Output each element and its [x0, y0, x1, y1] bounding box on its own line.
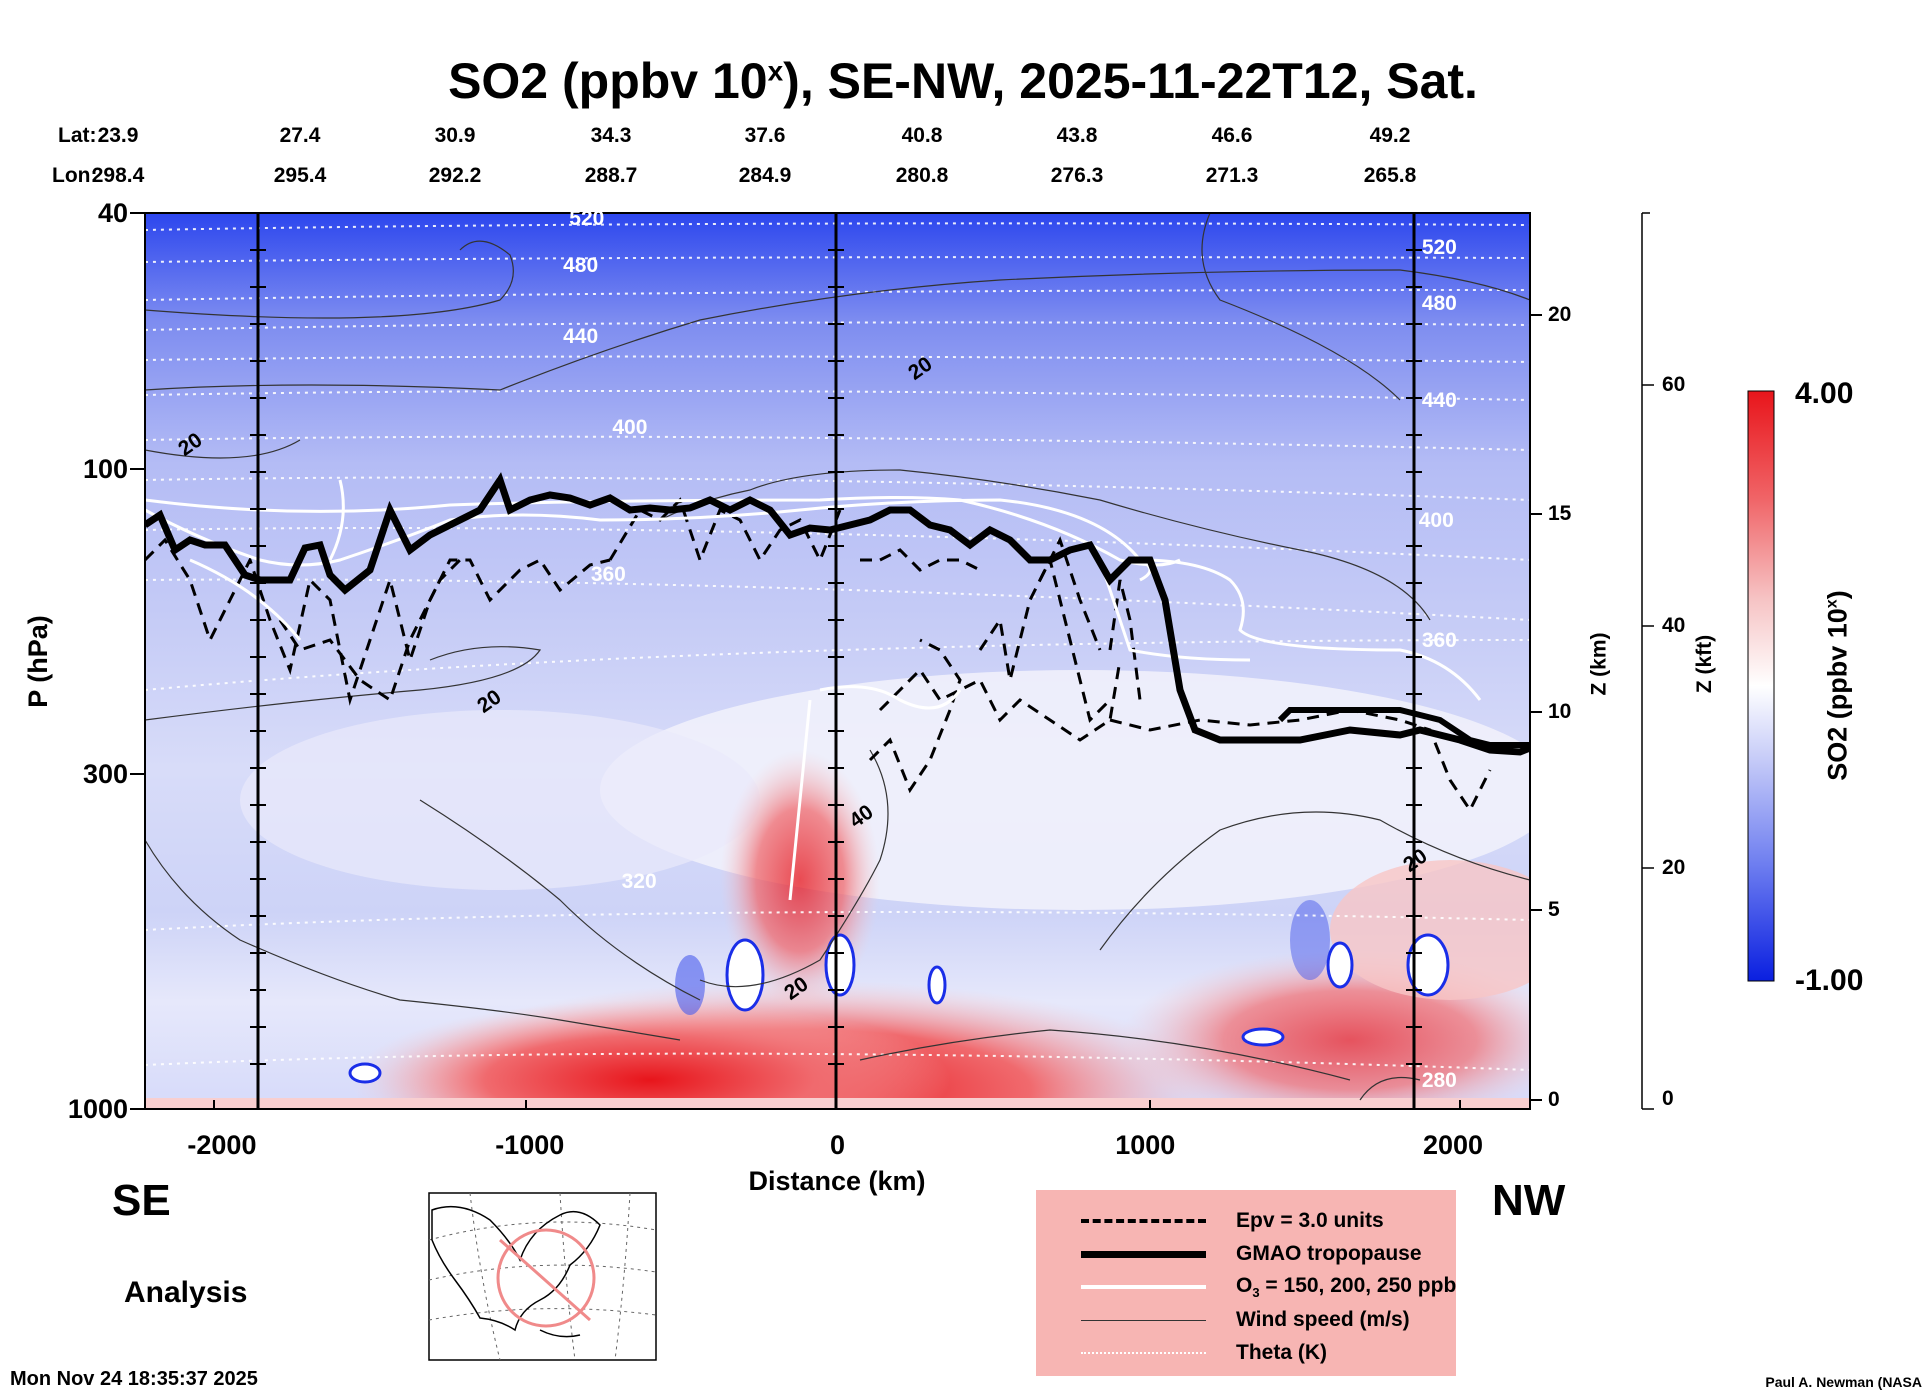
legend-epv-swatch — [1081, 1219, 1206, 1223]
lon-value: 271.3 — [1205, 164, 1259, 187]
lat-value: 27.4 — [279, 124, 321, 147]
theta-label: 440 — [563, 324, 599, 348]
x-tick-label: -2000 — [187, 1130, 257, 1160]
x-tick-label: 0 — [829, 1130, 846, 1160]
legend-theta: Theta (K) — [1081, 1338, 1327, 1368]
theta-label: 520 — [1421, 235, 1457, 259]
z-km-tick: 10 — [1548, 700, 1572, 723]
chart-title: SO2 (ppbv 10x), SE-NW, 2025-11-22T12, Sa… — [448, 53, 1478, 109]
theta-label: 440 — [1421, 388, 1457, 412]
z-kft-tick: 40 — [1662, 614, 1686, 637]
lon-value: 276.3 — [1050, 164, 1104, 187]
lon-value: 295.4 — [273, 164, 327, 187]
z-km-tick: 20 — [1548, 303, 1572, 326]
lat-value: 46.6 — [1211, 124, 1253, 147]
z-km-tick: 15 — [1548, 502, 1572, 525]
z-kft-tick: 0 — [1662, 1087, 1674, 1110]
lat-value: 49.2 — [1369, 124, 1411, 147]
colorbar — [1747, 390, 1775, 982]
theta-label: 280 — [1421, 1069, 1457, 1092]
colorbar-min: -1.00 — [1795, 964, 1864, 997]
theta-label: 360 — [1421, 629, 1457, 653]
p-tick-1000: 1000 — [67, 1094, 128, 1124]
lon-value: 280.8 — [895, 164, 949, 187]
theta-label: 360 — [590, 563, 626, 587]
z-kft-label: Z (kft) — [1693, 634, 1717, 694]
lon-value: 292.2 — [428, 164, 482, 187]
lat-value: 40.8 — [901, 124, 943, 147]
map-inset — [428, 1192, 657, 1361]
y-axis-label: P (hPa) — [22, 615, 53, 708]
p-tick-40: 40 — [97, 198, 128, 228]
mode-label: Analysis — [124, 1276, 248, 1309]
legend-wind: Wind speed (m/s) — [1081, 1305, 1410, 1335]
timestamp: Mon Nov 24 18:35:37 2025 — [10, 1368, 258, 1390]
lon-value: 284.9 — [738, 164, 792, 187]
legend-wind-swatch — [1081, 1319, 1206, 1321]
p-tick-100: 100 — [82, 454, 128, 484]
x-tick-label: -1000 — [495, 1130, 565, 1160]
plot-frame — [144, 212, 1531, 1110]
theta-label: 400 — [612, 416, 648, 440]
x-axis-label: Distance (km) — [748, 1166, 926, 1196]
z-km-label: Z (km) — [1587, 632, 1611, 696]
legend-ozone-swatch — [1081, 1285, 1206, 1289]
lon-label: Lon: — [52, 164, 98, 187]
direction-nw: NW — [1492, 1176, 1566, 1225]
lat-label: Lat: — [58, 124, 97, 147]
legend: Epv = 3.0 units GMAO tropopause O3 = 150… — [1036, 1190, 1456, 1376]
colorbar-label: SO2 (ppbv 10x) — [1822, 590, 1853, 781]
lon-value: 298.4 — [91, 164, 145, 187]
theta-label: 520 — [569, 207, 605, 230]
legend-ozone: O3 = 150, 200, 250 ppb — [1081, 1272, 1456, 1302]
lat-value: 34.3 — [590, 124, 632, 147]
legend-theta-swatch — [1081, 1352, 1206, 1354]
theta-label: 320 — [621, 870, 657, 894]
credit: Paul A. Newman (NASA — [1765, 1374, 1922, 1390]
direction-se: SE — [112, 1176, 171, 1225]
legend-epv: Epv = 3.0 units — [1081, 1206, 1384, 1236]
legend-tropopause: GMAO tropopause — [1081, 1239, 1422, 1269]
lat-value: 37.6 — [744, 124, 786, 147]
p-tick-300: 300 — [82, 759, 128, 789]
lon-value: 265.8 — [1363, 164, 1417, 187]
z-kft-tick: 60 — [1662, 373, 1686, 396]
lat-value: 43.8 — [1056, 124, 1098, 147]
legend-tropopause-swatch — [1081, 1250, 1206, 1258]
theta-label: 480 — [563, 253, 599, 277]
lat-value: 30.9 — [434, 124, 476, 147]
lon-value: 288.7 — [584, 164, 638, 187]
z-kft-tick: 20 — [1662, 856, 1686, 879]
x-tick-label: 2000 — [1423, 1130, 1484, 1160]
lat-value: 23.9 — [97, 124, 139, 147]
z-km-tick: 5 — [1548, 898, 1560, 921]
z-km-tick: 0 — [1548, 1088, 1560, 1111]
theta-label: 400 — [1418, 508, 1454, 532]
theta-label: 480 — [1421, 291, 1457, 315]
colorbar-max: 4.00 — [1795, 377, 1854, 410]
x-tick-label: 1000 — [1115, 1130, 1176, 1160]
